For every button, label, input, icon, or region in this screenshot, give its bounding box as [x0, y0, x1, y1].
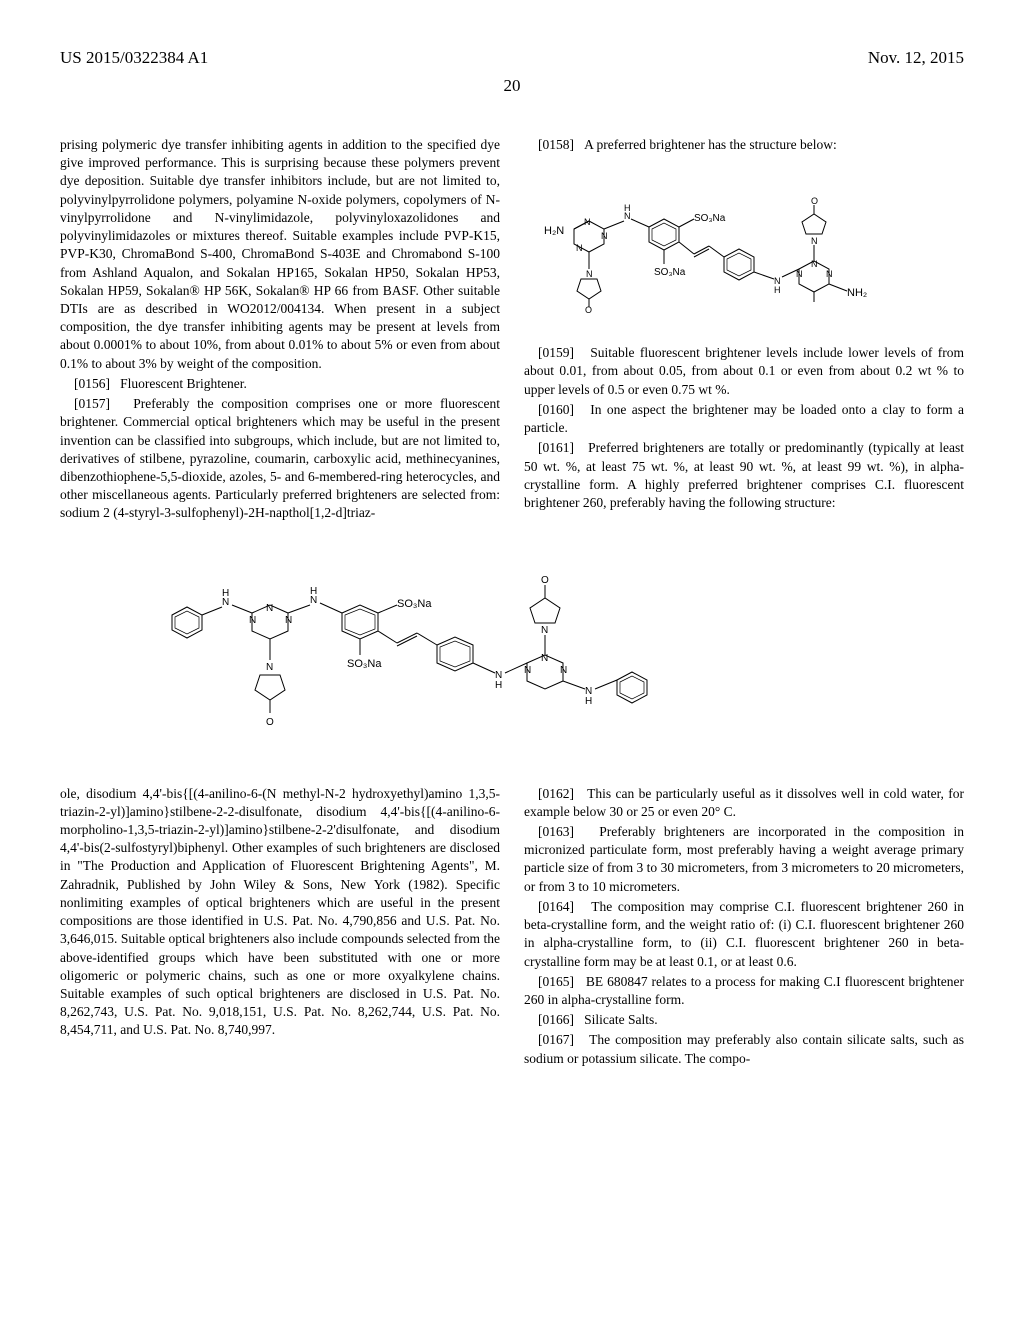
svg-text:N: N	[266, 662, 273, 673]
bottom-columns: ole, disodium 4,4'-bis{[(4-anilino-6-(N …	[60, 785, 964, 1070]
para-0167: [0167] The composition may preferably al…	[524, 1031, 964, 1067]
svg-text:N: N	[524, 665, 531, 676]
para-text: Preferably the composition comprises one…	[60, 396, 500, 520]
top-columns: prising polymeric dye transfer inhibitin…	[60, 136, 964, 525]
para-text: Suitable fluorescent brightener levels i…	[524, 345, 964, 396]
para-dti: prising polymeric dye transfer inhibitin…	[60, 136, 500, 373]
para-text: Fluorescent Brightener.	[120, 376, 247, 391]
para-ole-cont: ole, disodium 4,4'-bis{[(4-anilino-6-(N …	[60, 785, 500, 1040]
svg-text:SO₃Na: SO₃Na	[694, 213, 726, 224]
para-label: [0162]	[538, 786, 574, 801]
chemical-structure-2: N H N N N N H SO₃Na SO₃Na N H	[60, 545, 964, 755]
para-text: Preferred brighteners are totally or pre…	[524, 440, 964, 510]
chemical-structure-1: H₂N N N N N H SO₃Na	[524, 169, 964, 324]
para-label: [0165]	[538, 974, 574, 989]
svg-text:N: N	[249, 615, 256, 626]
svg-text:O: O	[811, 196, 818, 206]
para-0157: [0157] Preferably the composition compri…	[60, 395, 500, 523]
svg-text:NH₂: NH₂	[847, 287, 867, 299]
para-text: The composition may preferably also cont…	[524, 1032, 964, 1065]
para-label: [0157]	[74, 396, 110, 411]
para-text: A preferred brightener has the structure…	[584, 137, 837, 152]
svg-text:O: O	[266, 717, 274, 728]
svg-text:N: N	[584, 217, 591, 227]
para-text: This can be particularly useful as it di…	[524, 786, 964, 819]
svg-text:O: O	[541, 575, 549, 586]
para-label: [0156]	[74, 376, 110, 391]
para-0161: [0161] Preferred brighteners are totally…	[524, 439, 964, 512]
para-0162: [0162] This can be particularly useful a…	[524, 785, 964, 821]
svg-text:H: H	[495, 680, 502, 691]
para-label: [0160]	[538, 402, 574, 417]
para-0166: [0166] Silicate Salts.	[524, 1011, 964, 1029]
svg-text:N: N	[560, 665, 567, 676]
left-column-top: prising polymeric dye transfer inhibitin…	[60, 136, 500, 525]
svg-text:H: H	[585, 696, 592, 707]
para-label: [0158]	[538, 137, 574, 152]
svg-text:H: H	[310, 586, 317, 597]
svg-text:N: N	[796, 269, 803, 279]
para-text: In one aspect the brightener may be load…	[524, 402, 964, 435]
svg-text:N: N	[586, 269, 593, 279]
para-label: [0159]	[538, 345, 574, 360]
svg-text:SO₃Na: SO₃Na	[347, 658, 382, 670]
svg-text:N: N	[601, 231, 608, 241]
para-text: Silicate Salts.	[584, 1012, 658, 1027]
right-column-bottom: [0162] This can be particularly useful a…	[524, 785, 964, 1070]
page-number: 20	[60, 76, 964, 96]
svg-text:H: H	[624, 203, 631, 213]
para-0164: [0164] The composition may comprise C.I.…	[524, 898, 964, 971]
document-date: Nov. 12, 2015	[868, 48, 964, 68]
para-text: BE 680847 relates to a process for makin…	[524, 974, 964, 1007]
para-label: [0167]	[538, 1032, 574, 1047]
page-header: US 2015/0322384 A1 Nov. 12, 2015	[60, 48, 964, 68]
para-0159: [0159] Suitable fluorescent brightener l…	[524, 344, 964, 399]
document-id: US 2015/0322384 A1	[60, 48, 208, 68]
svg-text:SO₃Na: SO₃Na	[654, 267, 686, 278]
para-label: [0163]	[538, 824, 574, 839]
para-label: [0161]	[538, 440, 574, 455]
para-0158: [0158] A preferred brightener has the st…	[524, 136, 964, 154]
svg-text:N: N	[266, 603, 273, 614]
svg-text:SO₃Na: SO₃Na	[397, 598, 432, 610]
para-text: Preferably brighteners are incorporated …	[524, 824, 964, 894]
svg-text:N: N	[285, 615, 292, 626]
svg-text:H: H	[774, 285, 781, 295]
svg-text:N: N	[541, 625, 548, 636]
para-0165: [0165] BE 680847 relates to a process fo…	[524, 973, 964, 1009]
para-label: [0166]	[538, 1012, 574, 1027]
right-column-top: [0158] A preferred brightener has the st…	[524, 136, 964, 525]
svg-text:N: N	[811, 236, 818, 246]
para-0163: [0163] Preferably brighteners are incorp…	[524, 823, 964, 896]
para-0156: [0156] Fluorescent Brightener.	[60, 375, 500, 393]
para-label: [0164]	[538, 899, 574, 914]
para-0160: [0160] In one aspect the brightener may …	[524, 401, 964, 437]
svg-text:N: N	[826, 269, 833, 279]
para-text: The composition may comprise C.I. fluore…	[524, 899, 964, 969]
svg-text:N: N	[576, 243, 583, 253]
chem-h2n: H₂N	[544, 225, 564, 237]
svg-text:H: H	[222, 588, 229, 599]
left-column-bottom: ole, disodium 4,4'-bis{[(4-anilino-6-(N …	[60, 785, 500, 1070]
